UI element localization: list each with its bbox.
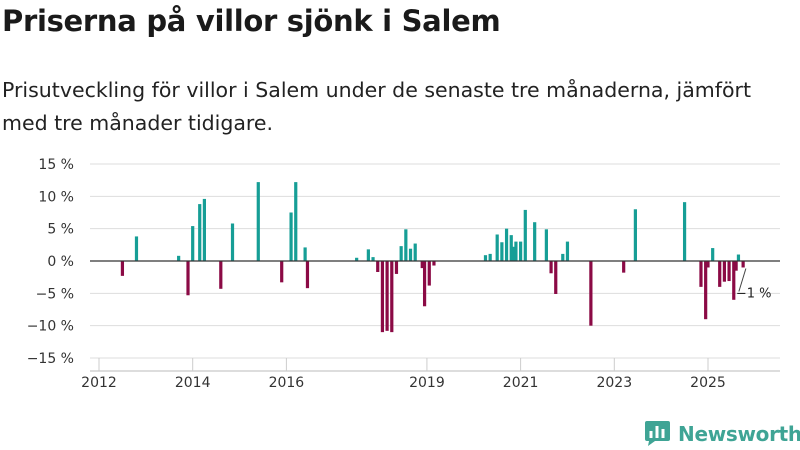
- bar: [399, 246, 403, 261]
- bar: [699, 261, 703, 287]
- y-tick-label: 0 %: [47, 254, 74, 270]
- bar: [561, 253, 565, 261]
- bar: [544, 229, 548, 261]
- bar: [523, 209, 527, 261]
- bar: [404, 229, 408, 261]
- bar: [718, 261, 722, 287]
- x-tick-label: 2023: [596, 375, 632, 391]
- bar: [420, 261, 424, 269]
- x-tick-label: 2014: [175, 375, 211, 391]
- x-tick-label: 2016: [269, 375, 305, 391]
- bar: [554, 261, 558, 294]
- y-tick-label: 15 %: [38, 157, 74, 173]
- bar: [280, 261, 284, 283]
- bar: [495, 234, 499, 261]
- bar: [408, 248, 413, 261]
- bar: [422, 261, 427, 307]
- last-value-annotation: −1 %: [736, 286, 772, 301]
- bar: [177, 255, 181, 261]
- newsworthy-logo[interactable]: Newsworthy: [644, 420, 800, 447]
- bar: [219, 261, 223, 289]
- bar: [390, 261, 394, 333]
- y-tick-label: 10 %: [38, 189, 74, 205]
- x-tick-label: 2021: [503, 375, 539, 391]
- x-tick-label: 2025: [690, 375, 726, 391]
- bar: [413, 243, 417, 261]
- bar: [355, 257, 359, 261]
- bar: [511, 246, 516, 261]
- x-tick-label: 2012: [81, 375, 117, 391]
- bar: [289, 212, 293, 261]
- bar: [191, 226, 195, 261]
- bar: [385, 261, 389, 331]
- bar: [504, 228, 509, 261]
- bar: [305, 261, 310, 289]
- bar: [198, 204, 202, 261]
- bar: [230, 223, 235, 261]
- bar: [294, 182, 298, 261]
- axis-labels: 15 % 10 % 5 % 0 % −5 % −10 % −15 % 2012 2014 2016…: [27, 157, 772, 391]
- newsworthy-icon: [645, 421, 670, 446]
- bar: [186, 261, 190, 296]
- bar: [366, 249, 370, 261]
- bar: [682, 202, 687, 261]
- bar: [704, 261, 708, 320]
- bar: [565, 241, 570, 261]
- chart-subtitle: Prisutveckling för villor i Salem under …: [2, 78, 751, 135]
- bar: [722, 261, 726, 282]
- bar: [514, 241, 518, 261]
- bar: [256, 182, 260, 261]
- bar: [500, 242, 504, 261]
- bar: [622, 261, 626, 273]
- bar: [734, 261, 738, 271]
- bar: [633, 209, 637, 261]
- bar: [483, 255, 488, 261]
- bar: [376, 261, 380, 272]
- y-tick-label: −10 %: [27, 319, 74, 335]
- chart-title: Priserna på villor sjönk i Salem: [2, 4, 501, 38]
- x-tick-label: 2019: [409, 375, 445, 391]
- bar: [589, 261, 593, 326]
- bars: [90, 182, 780, 333]
- bar: [202, 198, 206, 261]
- bar: [380, 261, 385, 333]
- bar: [371, 257, 375, 261]
- gridlines: [90, 163, 780, 372]
- y-tick-label: −15 %: [27, 351, 74, 367]
- bar: [706, 261, 710, 268]
- bar: [303, 247, 307, 261]
- bar: [509, 235, 513, 261]
- bar: [519, 241, 523, 261]
- bar: [134, 236, 139, 261]
- bar: [120, 261, 125, 276]
- bar: [432, 261, 436, 266]
- bar: [711, 248, 715, 261]
- bar: [549, 261, 553, 274]
- bar: [736, 254, 741, 261]
- y-tick-label: −5 %: [36, 286, 74, 302]
- bar: [533, 222, 537, 261]
- bar: [727, 261, 731, 282]
- bar: [732, 261, 736, 300]
- bar: [394, 261, 399, 274]
- y-tick-label: 5 %: [47, 222, 74, 238]
- bar: [488, 253, 492, 261]
- bar: [741, 261, 745, 268]
- bar: [427, 261, 431, 286]
- brand-name: Newsworthy: [678, 421, 800, 446]
- annotation-leader: [738, 268, 747, 292]
